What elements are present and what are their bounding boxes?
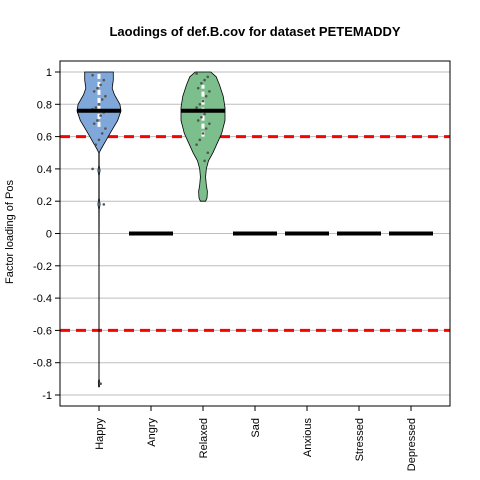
data-point: [206, 151, 210, 155]
data-point: [208, 122, 211, 125]
data-point: [94, 106, 98, 109]
data-point: [92, 90, 96, 93]
y-axis: 1 0.8 0.6 0.4 0.2 0 -0.2 -0.4 -0.6 -0.8 -1: [33, 67, 60, 402]
data-point: [203, 112, 206, 116]
data-point: [91, 167, 94, 171]
data-point: [204, 94, 208, 98]
y-tick-label: 0: [46, 229, 52, 241]
data-point: [104, 127, 107, 130]
data-point: [99, 114, 102, 117]
data-point: [97, 103, 101, 106]
data-point: [104, 94, 107, 98]
y-tick-label: 0.8: [37, 99, 52, 111]
data-point: [102, 203, 106, 206]
data-point: [201, 99, 205, 103]
y-tick-label: 0.6: [37, 132, 52, 144]
y-tick-label: -0.8: [33, 358, 52, 370]
data-point: [99, 382, 102, 385]
data-point: [94, 143, 98, 146]
data-point: [204, 127, 208, 130]
data-point: [91, 73, 94, 77]
x-tick-label-depressed: Depressed: [406, 418, 418, 471]
data-point: [203, 159, 206, 163]
x-tick-label-happy: Happy: [94, 418, 106, 450]
data-point: [196, 86, 200, 90]
y-tick-label: -0.4: [33, 293, 52, 305]
data-point: [100, 132, 104, 135]
violin-shape: [76, 71, 122, 388]
y-tick-label: 0.4: [37, 164, 52, 176]
data-point: [200, 115, 203, 119]
y-axis-label: Factor loading of Pos: [4, 180, 16, 284]
data-point: [96, 86, 99, 90]
data-point: [102, 78, 106, 82]
reference-lines: [60, 135, 450, 332]
x-tick-label-sad: Sad: [250, 418, 262, 438]
median-bars: [77, 108, 433, 236]
data-point: [100, 98, 104, 101]
x-tick-label-anxious: Anxious: [302, 418, 314, 458]
violin-relaxed: [180, 71, 226, 202]
chart-title: Laodings of def.B.cov for dataset PETEMA…: [109, 24, 400, 39]
data-point: [208, 90, 211, 93]
y-tick-label: 1: [46, 67, 52, 79]
data-point: [195, 72, 198, 75]
data-point: [92, 122, 96, 125]
violins: [76, 71, 226, 388]
y-tick-label: 0.2: [37, 196, 52, 208]
data-point: [195, 106, 198, 109]
data-point: [203, 78, 206, 82]
data-point: [206, 75, 210, 79]
data-point: [97, 138, 101, 142]
violin-happy: [76, 71, 122, 388]
x-tick-label-relaxed: Relaxed: [198, 418, 210, 458]
data-point: [99, 83, 102, 87]
x-tick-label-stressed: Stressed: [354, 418, 366, 461]
y-tick-label: -0.6: [33, 325, 52, 337]
data-point: [96, 119, 99, 122]
x-tick-label-angry: Angry: [146, 418, 158, 447]
data-point: [198, 103, 202, 106]
data-point: [196, 119, 200, 122]
data-point: [200, 82, 203, 85]
x-axis: Happy Angry Relaxed Sad Anxious Stressed Depre…: [94, 406, 418, 471]
data-point: [195, 143, 198, 146]
y-tick-label: -1: [42, 390, 52, 402]
y-tick-label: -0.2: [33, 261, 52, 273]
data-point: [198, 138, 202, 142]
data-point: [201, 132, 205, 135]
